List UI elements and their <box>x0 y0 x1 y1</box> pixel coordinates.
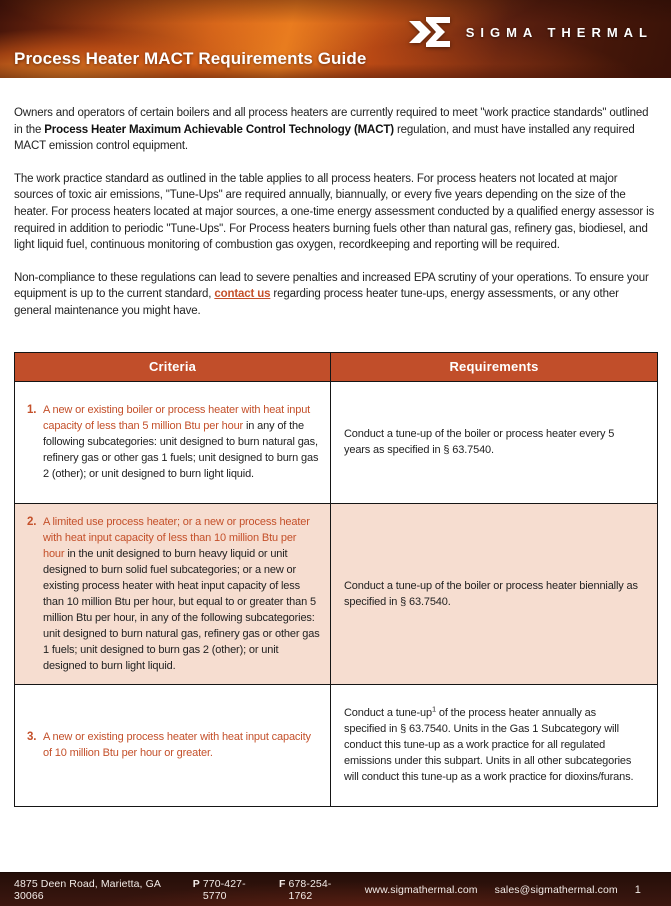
criteria-highlight: A new or existing process heater with he… <box>43 731 311 760</box>
criteria-rest: in any of the following subcategories: u… <box>43 420 319 481</box>
intro-paragraph-3: Non-compliance to these regulations can … <box>14 270 657 320</box>
criteria-cell-2: 2. A limited use process heater; or a ne… <box>14 502 331 685</box>
requirement-text: Conduct a tune-up of the boiler or proce… <box>344 579 638 608</box>
criteria-rest: in the unit designed to burn heavy liqui… <box>43 547 320 672</box>
fax-label: F <box>279 877 286 890</box>
footer-fax: F 678-254-1762 <box>279 878 348 902</box>
phone-label: P <box>192 877 200 890</box>
requirement-text: Conduct a tune-up <box>344 707 432 720</box>
footnote-marker: 1 <box>431 704 436 714</box>
sigma-chevron-icon <box>408 17 450 47</box>
requirement-text: of the process heater annually as specif… <box>344 707 634 784</box>
criteria-cell-3: 3. A new or existing process heater with… <box>14 683 331 807</box>
footer-website-link[interactable]: www.sigmathermal.com <box>364 883 478 896</box>
paragraph-text: Owners and operators of certain boilers … <box>14 107 649 136</box>
document-body: Owners and operators of certain boilers … <box>0 78 671 807</box>
paragraph-text: Non-compliance to these regulations can … <box>14 271 649 301</box>
requirement-cell-3: Conduct a tune-up1 of the process heater… <box>330 683 658 807</box>
footer-address: 4875 Deen Road, Marietta, GA 30066 <box>14 877 161 902</box>
requirements-table: Criteria Requirements 1. A new or existi… <box>14 351 658 807</box>
criteria-number: 1. <box>27 404 37 417</box>
table-row: 2. A limited use process heater; or a ne… <box>14 502 658 685</box>
criteria-number: 3. <box>27 731 37 744</box>
fax-number: 678-254-1762 <box>288 877 332 902</box>
intro-paragraph-2: The work practice standard as outlined i… <box>14 172 655 252</box>
requirement-cell-1: Conduct a tune-up of the boiler or proce… <box>330 380 658 504</box>
intro-paragraph-1: Owners and operators of certain boilers … <box>14 105 657 155</box>
criteria-number: 2. <box>27 515 37 528</box>
criteria-highlight: A new or existing boiler or process heat… <box>43 404 311 433</box>
page-title: Process Heater MACT Requirements Guide <box>14 49 367 68</box>
table-row: 1. A new or existing boiler or process h… <box>14 380 658 504</box>
phone-number: 770-427-5770 <box>202 877 246 902</box>
requirement-text: Conduct a tune-up of the boiler or proce… <box>344 428 615 457</box>
brand-name: SIGMA THERMAL <box>465 24 653 40</box>
footer-email-link[interactable]: sales@sigmathermal.com <box>494 883 618 896</box>
footer-bar: 4875 Deen Road, Marietta, GA 30066 P 770-… <box>0 872 671 906</box>
table-row: 3. A new or existing process heater with… <box>14 683 658 807</box>
bold-mact-phrase: Process Heater Maximum Achievable Contro… <box>44 123 394 136</box>
column-header-requirements: Requirements <box>330 351 658 382</box>
paragraph-text: regarding process heater tune-ups, energ… <box>14 288 619 317</box>
header-banner: Process Heater MACT Requirements Guide S… <box>0 0 671 78</box>
page-number: 1 <box>634 883 641 896</box>
footer-phone: P 770-427-5770 <box>193 878 262 902</box>
paragraph-text: regulation, and must have installed any … <box>14 123 635 153</box>
column-header-criteria: Criteria <box>14 351 331 382</box>
table-header-row: Criteria Requirements <box>14 351 658 382</box>
brand-logo: SIGMA THERMAL <box>408 14 653 50</box>
criteria-highlight: A limited use process heater; or a new o… <box>43 515 310 560</box>
requirement-cell-2: Conduct a tune-up of the boiler or proce… <box>330 502 658 685</box>
contact-us-link[interactable]: contact us <box>214 288 271 301</box>
criteria-cell-1: 1. A new or existing boiler or process h… <box>14 380 331 504</box>
